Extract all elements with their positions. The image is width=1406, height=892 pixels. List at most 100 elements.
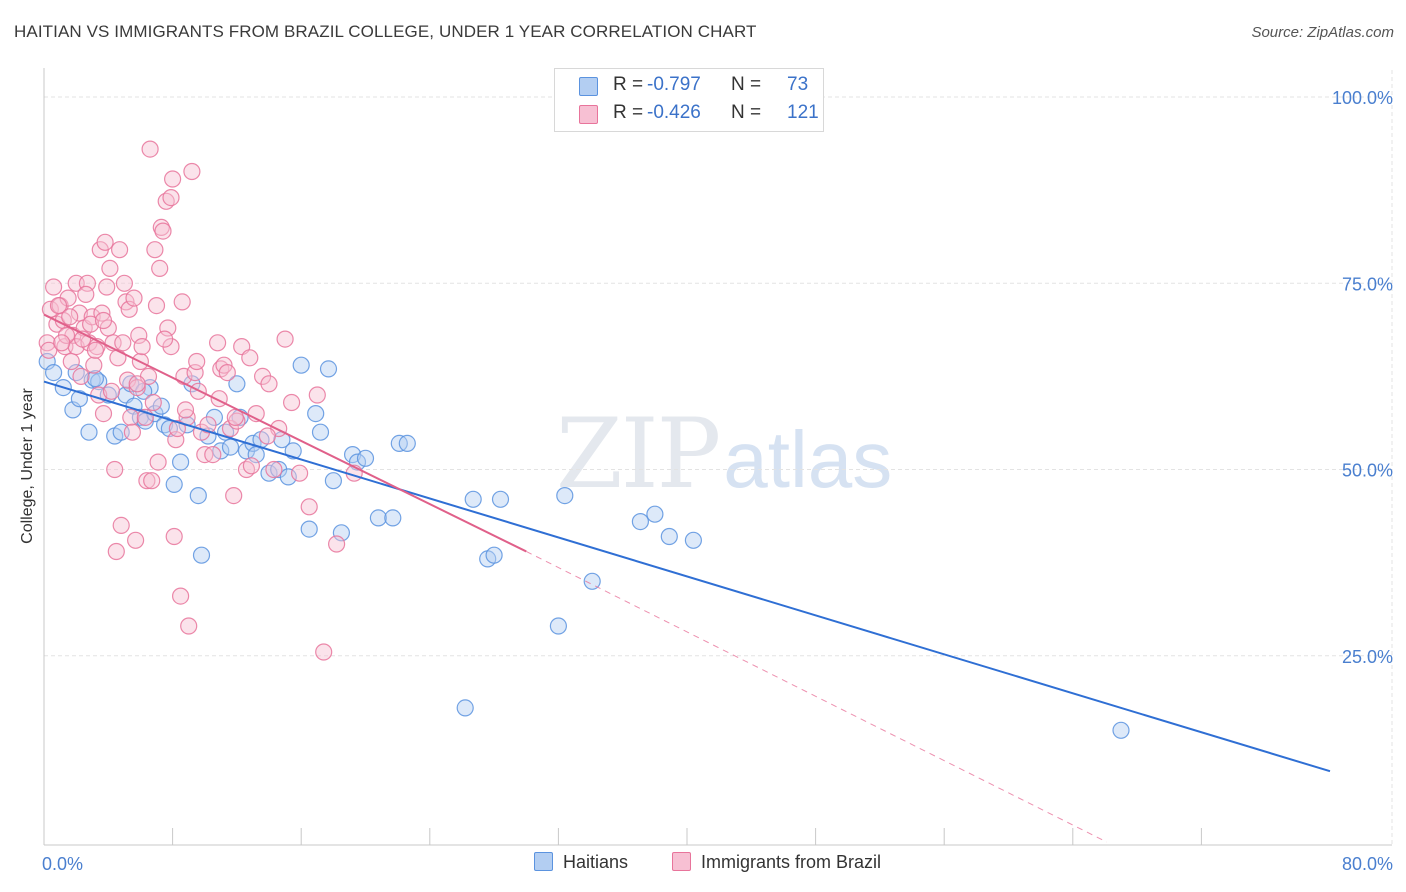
- y-tick-label: 50.0%: [1342, 461, 1393, 481]
- brazil-point: [300, 498, 318, 516]
- brazil-point: [44, 278, 63, 296]
- brazil-point: [218, 364, 236, 382]
- watermark: ZIPatlas: [556, 398, 892, 510]
- axes: [43, 68, 1392, 846]
- brazil-point: [165, 527, 183, 546]
- n-value: 73: [787, 74, 809, 95]
- brazil-point: [61, 308, 79, 326]
- brazil-trend-line: [43, 313, 527, 553]
- y-tick-label: 75.0%: [1342, 274, 1393, 294]
- brazil-point: [149, 453, 167, 471]
- brazil-point: [265, 460, 283, 479]
- chart-source: Source: ZipAtlas.com: [1251, 24, 1394, 41]
- haitians-point: [384, 509, 402, 527]
- brazil-point: [127, 531, 145, 549]
- brazil-point: [328, 535, 346, 553]
- brazil-point: [94, 311, 113, 330]
- brazil-point: [168, 419, 186, 438]
- y-tick-label: 25.0%: [1342, 647, 1393, 667]
- brazil-point: [109, 349, 127, 367]
- haitians-legend-swatch: [534, 852, 553, 871]
- haitians-point: [583, 572, 601, 590]
- brazil-point: [176, 401, 195, 419]
- haitians-point: [70, 390, 89, 408]
- n-label: N =: [731, 102, 762, 123]
- haitians-point: [292, 356, 310, 374]
- brazil-point: [260, 375, 278, 393]
- haitians-point: [456, 699, 474, 717]
- haitians-point: [192, 546, 211, 564]
- haitians-point: [152, 397, 170, 415]
- brazil-point: [106, 460, 124, 479]
- brazil-point: [183, 162, 201, 181]
- brazil-point: [81, 315, 100, 333]
- r-value: -0.797: [647, 74, 701, 95]
- brazil-point: [122, 408, 140, 426]
- brazil-point: [120, 300, 138, 318]
- haitians-point: [300, 520, 318, 538]
- brazil-point: [199, 416, 217, 434]
- chart-title: HAITIAN VS IMMIGRANTS FROM BRAZIL COLLEG…: [14, 22, 757, 41]
- brazil-swatch: [579, 105, 598, 124]
- r-label: R =: [613, 74, 644, 95]
- brazil-point: [143, 472, 161, 490]
- brazil-point: [156, 330, 174, 348]
- tick-labels: 100.0% 75.0% 50.0% 25.0% 0.0% 80.0%: [42, 88, 1393, 874]
- brazil-point: [209, 334, 227, 352]
- brazil-point: [154, 222, 172, 240]
- watermark-atlas: atlas: [723, 415, 893, 504]
- brazil-point: [133, 338, 151, 356]
- x-tick-label: 80.0%: [1342, 854, 1393, 874]
- brazil-point: [115, 274, 134, 292]
- brazil-point: [172, 587, 190, 605]
- brazil-point: [112, 516, 130, 535]
- legend-label: Haitians: [563, 852, 629, 872]
- haitians-point: [660, 527, 678, 546]
- haitians-point: [80, 423, 98, 441]
- n-label: N =: [731, 74, 762, 95]
- brazil-point: [159, 319, 177, 337]
- brazil-point: [283, 393, 301, 412]
- haitians-point: [556, 487, 574, 505]
- haitians-point: [311, 423, 330, 441]
- brazil-point: [107, 542, 125, 561]
- brazil-trend-extension: [526, 551, 1107, 843]
- n-value: 121: [787, 102, 819, 123]
- brazil-point: [101, 259, 119, 277]
- brazil-point: [147, 297, 166, 315]
- brazil-point: [151, 259, 169, 277]
- r-label: R =: [613, 102, 644, 123]
- haitians-point: [86, 370, 105, 388]
- brazil-point: [128, 379, 146, 397]
- haitians-point: [631, 512, 650, 531]
- haitians-point: [212, 442, 230, 460]
- brazil-point: [128, 375, 146, 393]
- haitians-point: [189, 487, 207, 505]
- brazil-point: [204, 446, 222, 464]
- brazil-point: [85, 356, 103, 374]
- brazil-point: [138, 472, 156, 490]
- brazil-point: [315, 643, 333, 661]
- brazil-point: [146, 241, 164, 259]
- haitians-point: [369, 509, 387, 527]
- haitians-point: [279, 468, 297, 486]
- brazil-point: [40, 341, 58, 359]
- data-points: [38, 140, 1130, 739]
- brazil-point: [258, 427, 276, 445]
- legend-item-brazil[interactable]: Immigrants from Brazil: [672, 852, 881, 873]
- haitians-point: [307, 405, 325, 423]
- brazil-point: [141, 140, 159, 158]
- watermark-zip: ZIP: [556, 398, 721, 510]
- legend-item-haitians[interactable]: Haitians: [534, 852, 628, 873]
- brazil-point: [114, 334, 132, 352]
- brazil-point: [291, 464, 309, 482]
- brazil-point: [125, 289, 143, 307]
- haitians-point: [228, 375, 246, 393]
- brazil-point: [94, 405, 113, 423]
- brazil-point: [225, 487, 243, 505]
- haitians-point: [44, 364, 63, 382]
- brazil-point: [308, 386, 326, 404]
- brazil-point: [130, 326, 148, 344]
- brazil-point: [162, 189, 180, 207]
- haitians-point: [172, 453, 190, 471]
